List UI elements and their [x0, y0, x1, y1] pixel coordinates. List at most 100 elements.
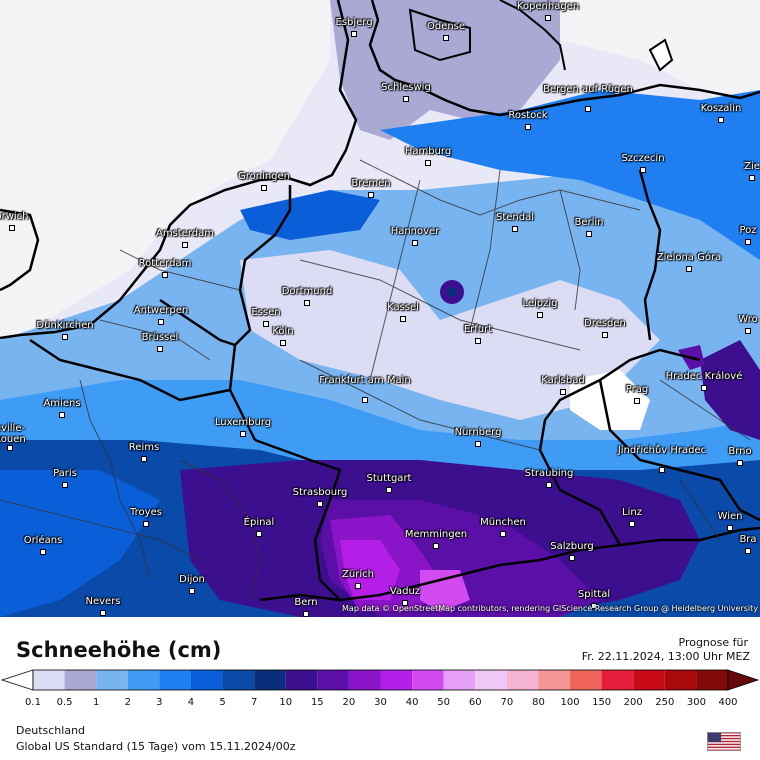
- color-scale-box: [159, 670, 191, 690]
- city-marker: [368, 192, 374, 198]
- color-scale-box: [317, 670, 349, 690]
- city-marker: [737, 460, 743, 466]
- city-marker: [629, 521, 635, 527]
- city-marker: [602, 332, 608, 338]
- city-marker: [158, 319, 164, 325]
- city-label: Dünkirchen: [36, 320, 94, 331]
- color-scale-tick-label: 7: [250, 697, 258, 708]
- color-scale-tick-label: 20: [342, 697, 356, 708]
- city-label: Schleswig: [381, 82, 431, 93]
- city-label: Poz: [739, 225, 757, 236]
- city-marker: [402, 600, 408, 606]
- color-scale-tick-label: 30: [374, 697, 387, 708]
- legend-title: Schneehöhe (cm): [16, 638, 222, 662]
- city-label: Bergen auf Rügen: [543, 84, 633, 95]
- city-marker: [59, 412, 65, 418]
- city-label: Luxemburg: [214, 417, 272, 428]
- color-scale-tick-label: 300: [686, 697, 706, 708]
- snow-depth-map[interactable]: Esbjerg Kopenhagen Odense Schleswig Bergen a…: [0, 0, 760, 617]
- city-label: Zielona Góra: [656, 252, 722, 263]
- city-marker: [569, 555, 575, 561]
- color-scale-tick-label: 200: [623, 697, 643, 708]
- city-marker: [745, 548, 751, 554]
- color-scale-tick-label: 40: [405, 697, 419, 708]
- city-label: Kopenhagen: [516, 1, 580, 12]
- color-scale-tick-label: 0.5: [56, 697, 73, 708]
- city-marker: [189, 588, 195, 594]
- city-marker: [157, 346, 163, 352]
- model-run-label: Global US Standard (15 Tage) vom 15.11.2…: [16, 740, 296, 753]
- color-scale-tick-label: 3: [156, 697, 163, 708]
- city-label: Rostock: [508, 110, 548, 121]
- color-scale-box: [601, 670, 634, 690]
- city-marker: [303, 611, 309, 617]
- color-scale-box: [348, 670, 381, 690]
- map-attribution[interactable]: Map data © OpenStreetMap contributors, r…: [342, 604, 758, 613]
- color-scale-tick-label: 60: [468, 697, 482, 708]
- city-label: Linz: [622, 507, 642, 518]
- city-label: Memmingen: [404, 529, 468, 540]
- city-marker: [560, 389, 566, 395]
- city-marker: [403, 96, 409, 102]
- city-marker: [362, 397, 368, 403]
- city-marker: [304, 300, 310, 306]
- city-marker: [686, 266, 692, 272]
- city-marker: [591, 603, 597, 609]
- city-label: Hannover: [390, 226, 440, 237]
- city-marker: [355, 583, 361, 589]
- color-scale-tick-label: 50: [437, 697, 451, 708]
- color-scale-box: [633, 670, 665, 690]
- city-label: Dresden: [584, 318, 626, 329]
- color-scale-tick-label: 100: [560, 697, 580, 708]
- city-marker: [256, 531, 262, 537]
- color-scale-box: [380, 670, 413, 690]
- city-label: Bra: [739, 534, 757, 545]
- color-scale-max-arrow: [727, 669, 760, 691]
- region-label: Deutschland: [16, 724, 86, 737]
- city-label: Hamburg: [404, 146, 452, 157]
- city-marker: [745, 239, 751, 245]
- city-label: Wien: [717, 511, 743, 522]
- city-label: Jindřichův Hradec: [617, 445, 707, 456]
- city-marker: [727, 525, 733, 531]
- city-label: orwich: [0, 211, 29, 222]
- city-marker: [545, 15, 551, 21]
- city-marker: [240, 431, 246, 437]
- color-scale-tick-label: 1: [92, 697, 100, 708]
- color-scale-box: [254, 670, 286, 690]
- city-marker: [162, 272, 168, 278]
- forecast-label: Prognose für: [678, 636, 749, 649]
- color-scale-tick-label: 0.1: [25, 697, 41, 708]
- us-flag-icon: [707, 732, 741, 751]
- city-label: Odense: [426, 21, 466, 32]
- city-label: Erfurt: [463, 324, 493, 335]
- city-marker: [7, 445, 13, 451]
- color-scale-tick-label: 4: [187, 697, 195, 708]
- city-marker: [433, 543, 439, 549]
- city-marker: [182, 242, 188, 248]
- city-label: Paris: [53, 468, 77, 479]
- color-scale-box: [475, 670, 507, 690]
- city-marker: [40, 549, 46, 555]
- color-scale-box: [33, 670, 65, 690]
- city-marker: [659, 467, 665, 473]
- color-scale-tick-label: 10: [279, 697, 293, 708]
- city-marker: [425, 160, 431, 166]
- city-label: Dortmund: [281, 286, 333, 297]
- color-scale-box: [696, 670, 728, 690]
- city-marker: [586, 231, 592, 237]
- city-label: Stuttgart: [366, 473, 412, 484]
- color-scale-box: [443, 670, 476, 690]
- city-label: Frankfurt am Main: [319, 375, 411, 386]
- city-marker: [745, 328, 751, 334]
- city-marker: [317, 501, 323, 507]
- city-label: Brüssel: [141, 332, 179, 343]
- forecast-date: Fr. 22.11.2024, 13:00 Uhr MEZ: [581, 650, 750, 663]
- city-label: Nevers: [85, 596, 121, 607]
- map-canvas: [0, 0, 760, 617]
- city-marker: [9, 225, 15, 231]
- color-scale-tick-label: 2: [124, 697, 131, 708]
- city-label: Szczecin: [621, 153, 665, 164]
- color-scale-box: [570, 670, 602, 690]
- city-label: Amiens: [43, 398, 81, 409]
